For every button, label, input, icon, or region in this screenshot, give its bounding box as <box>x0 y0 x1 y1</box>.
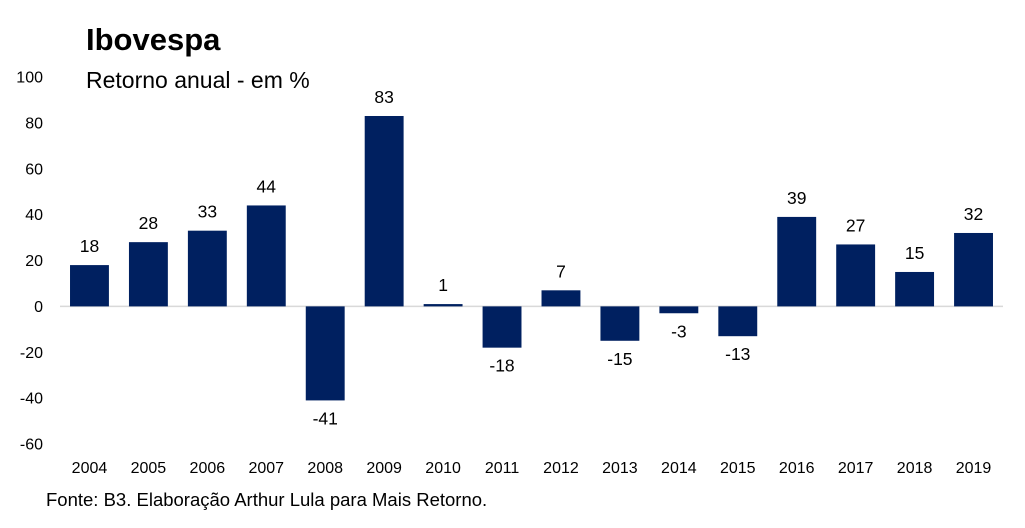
x-tick-label: 2008 <box>307 460 343 477</box>
x-tick-label: 2015 <box>720 460 756 477</box>
data-label: 27 <box>846 215 865 235</box>
y-tick-label: -20 <box>20 345 43 362</box>
x-tick-label: 2009 <box>366 460 402 477</box>
y-tick-label: 60 <box>25 161 43 178</box>
x-axis-tick-labels: 2004 2005 2006 2007 2008 2009 2010 2011 2012 2013… <box>72 460 992 477</box>
bar-2012 <box>541 290 581 307</box>
bars <box>70 115 993 401</box>
bar-2014 <box>659 306 699 314</box>
x-tick-label: 2013 <box>602 460 638 477</box>
data-label: 32 <box>964 204 983 224</box>
bar-2009 <box>364 115 404 307</box>
bar-2018 <box>895 271 935 307</box>
bar-2010 <box>423 304 463 307</box>
bar-2008 <box>305 306 345 401</box>
bar-2015 <box>718 306 758 337</box>
data-label: -3 <box>671 321 687 341</box>
y-tick-label: 0 <box>34 299 43 316</box>
bar-2013 <box>600 306 640 341</box>
data-label: 28 <box>139 213 158 233</box>
bar-2005 <box>128 242 168 307</box>
data-label: 44 <box>257 176 277 196</box>
bar-2007 <box>246 205 286 307</box>
y-tick-label: 80 <box>25 115 43 132</box>
x-tick-label: 2014 <box>661 460 697 477</box>
bar-2004 <box>70 265 109 307</box>
bar-2016 <box>777 216 817 307</box>
data-label: -13 <box>725 344 750 364</box>
y-tick-label: -60 <box>20 437 43 454</box>
y-tick-label: -40 <box>20 391 43 408</box>
x-tick-label: 2004 <box>72 460 108 477</box>
data-label: 15 <box>905 243 924 263</box>
data-label: 7 <box>556 261 566 281</box>
x-tick-label: 2012 <box>543 460 579 477</box>
data-label: 83 <box>374 87 393 107</box>
data-label: 33 <box>198 202 217 222</box>
x-tick-label: 2007 <box>248 460 284 477</box>
data-labels: 18 28 33 44 -41 83 1 -18 7 -15 -3 -13 39 27 15 32 <box>80 87 984 428</box>
x-tick-label: 2006 <box>190 460 226 477</box>
x-tick-label: 2018 <box>897 460 933 477</box>
y-tick-label: 40 <box>25 207 43 224</box>
bar-2011 <box>482 306 522 348</box>
x-tick-label: 2016 <box>779 460 815 477</box>
x-tick-label: 2005 <box>131 460 167 477</box>
chart-subtitle: Retorno anual - em % <box>86 67 310 93</box>
data-label: -41 <box>313 408 338 428</box>
bar-2017 <box>836 244 876 307</box>
data-label: 18 <box>80 236 99 256</box>
chart-title: Ibovespa <box>86 22 221 57</box>
data-label: 39 <box>787 188 806 208</box>
data-label: 1 <box>438 275 448 295</box>
y-tick-label: 20 <box>25 253 43 270</box>
chart-source-note: Fonte: B3. Elaboração Arthur Lula para M… <box>46 489 488 510</box>
x-tick-label: 2010 <box>425 460 461 477</box>
bar-2019 <box>954 232 993 307</box>
y-axis-tick-labels: 100 80 60 40 20 0 -20 -40 -60 <box>16 70 43 454</box>
y-tick-label: 100 <box>16 70 43 87</box>
data-label: -18 <box>489 356 514 376</box>
x-tick-label: 2017 <box>838 460 874 477</box>
data-label: -15 <box>607 349 632 369</box>
bar-2006 <box>187 230 227 307</box>
x-tick-label: 2011 <box>485 460 520 477</box>
x-tick-label: 2019 <box>956 460 992 477</box>
